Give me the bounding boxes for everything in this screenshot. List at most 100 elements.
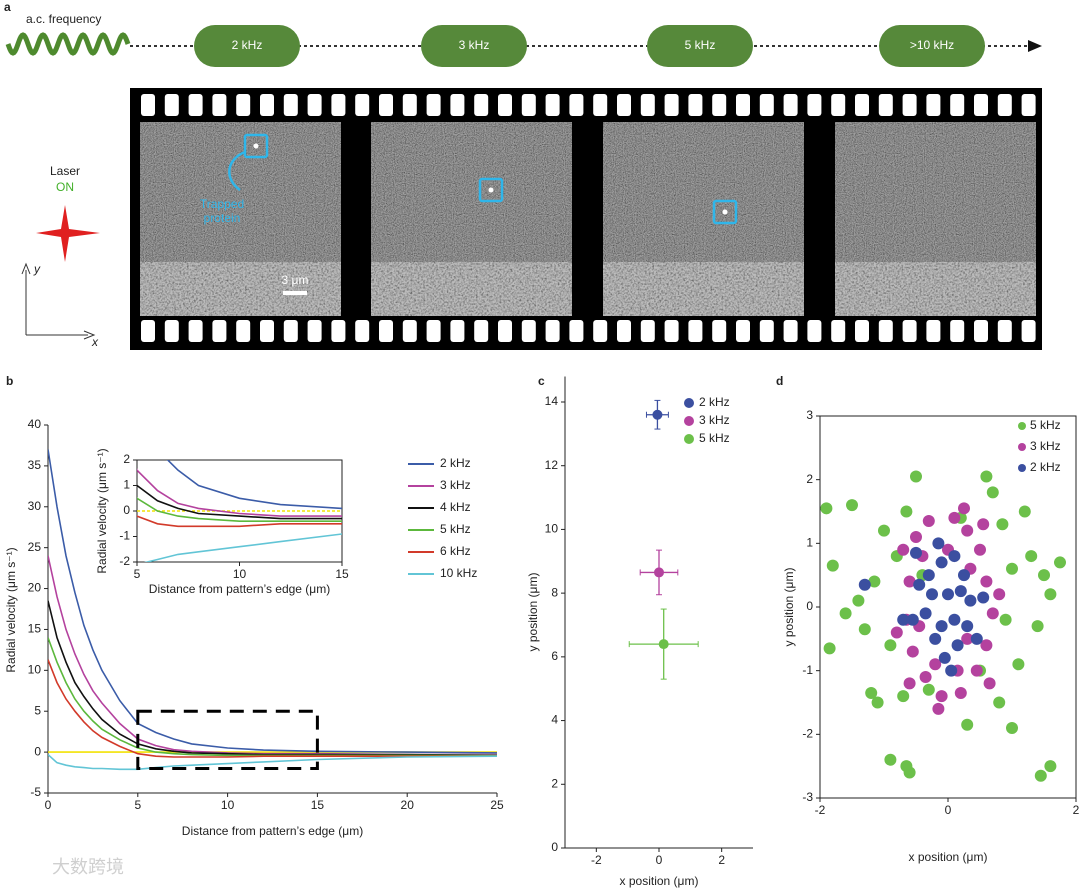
perforation <box>521 320 536 342</box>
legend-label: 2 kHz <box>1030 460 1061 474</box>
perforation <box>545 94 560 116</box>
perforation <box>712 94 727 116</box>
point <box>996 518 1009 531</box>
perforation <box>593 94 608 116</box>
legend-label: 2 kHz <box>699 395 730 409</box>
point <box>954 585 967 598</box>
perforation <box>331 94 346 116</box>
legend-label: 2 kHz <box>440 456 471 470</box>
perforation <box>807 94 822 116</box>
legend-label: 5 kHz <box>699 431 730 445</box>
point <box>871 696 884 709</box>
series-line <box>137 497 342 522</box>
y-tick-label: 30 <box>28 499 42 513</box>
x-tick-label: 0 <box>656 853 663 867</box>
frequency-label: >10 kHz <box>910 38 954 52</box>
series-line <box>48 449 497 754</box>
point <box>993 588 1006 601</box>
frame-noise <box>371 262 572 316</box>
perforation <box>307 320 322 342</box>
perforation <box>260 320 274 342</box>
x-tick-label: 0 <box>945 803 952 817</box>
point <box>900 505 913 518</box>
point <box>658 639 669 650</box>
series-line <box>143 533 342 562</box>
perforation <box>212 320 227 342</box>
perforation <box>498 94 512 116</box>
spot <box>253 143 259 149</box>
perforation <box>474 94 489 116</box>
frame-noise <box>371 122 572 262</box>
series-line <box>48 600 497 757</box>
point <box>951 639 964 652</box>
series-line <box>48 637 497 757</box>
x-tick-label: 15 <box>335 567 349 581</box>
point <box>938 651 951 664</box>
y-tick-label: 0 <box>34 744 41 758</box>
perforation <box>260 94 274 116</box>
x-axis-label: x position (μm) <box>620 874 699 888</box>
point <box>970 664 983 677</box>
perforation <box>759 94 774 116</box>
point <box>948 550 961 563</box>
point <box>964 594 977 607</box>
legend-marker <box>1018 443 1026 451</box>
frame-noise <box>140 122 341 262</box>
point <box>961 632 974 645</box>
axis-y-label: y <box>33 262 41 276</box>
frame-noise <box>835 262 1036 316</box>
point <box>980 639 993 652</box>
point <box>858 578 871 591</box>
frame-noise <box>603 122 804 262</box>
point <box>954 686 967 699</box>
x-arrow-head <box>83 330 96 340</box>
perforation <box>426 320 441 342</box>
point <box>910 546 922 559</box>
series-line <box>137 468 342 517</box>
point <box>935 690 948 703</box>
legend-label: 3 kHz <box>440 478 471 492</box>
perforation <box>831 94 846 116</box>
frame-noise <box>140 262 341 316</box>
y-tick-label: -1 <box>119 529 130 543</box>
point <box>897 543 910 556</box>
y-axis-label: Radial velocity (μm s⁻¹) <box>4 547 18 672</box>
frequency-label: 5 kHz <box>685 38 716 52</box>
point <box>970 632 983 645</box>
point <box>977 518 990 531</box>
perforation <box>664 94 679 116</box>
point <box>986 486 999 499</box>
point <box>993 696 1006 709</box>
point <box>932 702 945 715</box>
perforation <box>450 320 465 342</box>
point <box>935 556 948 569</box>
annotation: protein <box>204 211 241 225</box>
point <box>1025 550 1038 563</box>
y-tick-label: 1 <box>806 536 813 550</box>
perforation <box>307 94 322 116</box>
point <box>820 502 833 515</box>
point <box>961 620 974 633</box>
y-tick-label: 4 <box>551 713 558 727</box>
y-tick-label: 14 <box>545 394 559 408</box>
x-tick-label: 15 <box>311 798 325 812</box>
perforation <box>474 320 489 342</box>
x-axis-label: x position (μm) <box>909 850 988 864</box>
y-tick-label: -2 <box>802 727 813 741</box>
point <box>977 591 990 604</box>
inset-y-label: Radial velocity (μm s⁻¹) <box>95 448 109 573</box>
point <box>948 511 961 524</box>
axis-x-label: x <box>91 335 99 349</box>
perforation <box>164 320 179 342</box>
perforation <box>426 94 441 116</box>
y-tick-label: 12 <box>545 458 559 472</box>
perforation <box>1021 320 1036 342</box>
point <box>903 677 916 690</box>
perforation <box>997 320 1012 342</box>
perforation <box>283 320 298 342</box>
point <box>986 607 999 620</box>
perforations <box>141 94 1036 342</box>
point <box>910 470 922 483</box>
laser-label: Laser <box>50 164 80 178</box>
